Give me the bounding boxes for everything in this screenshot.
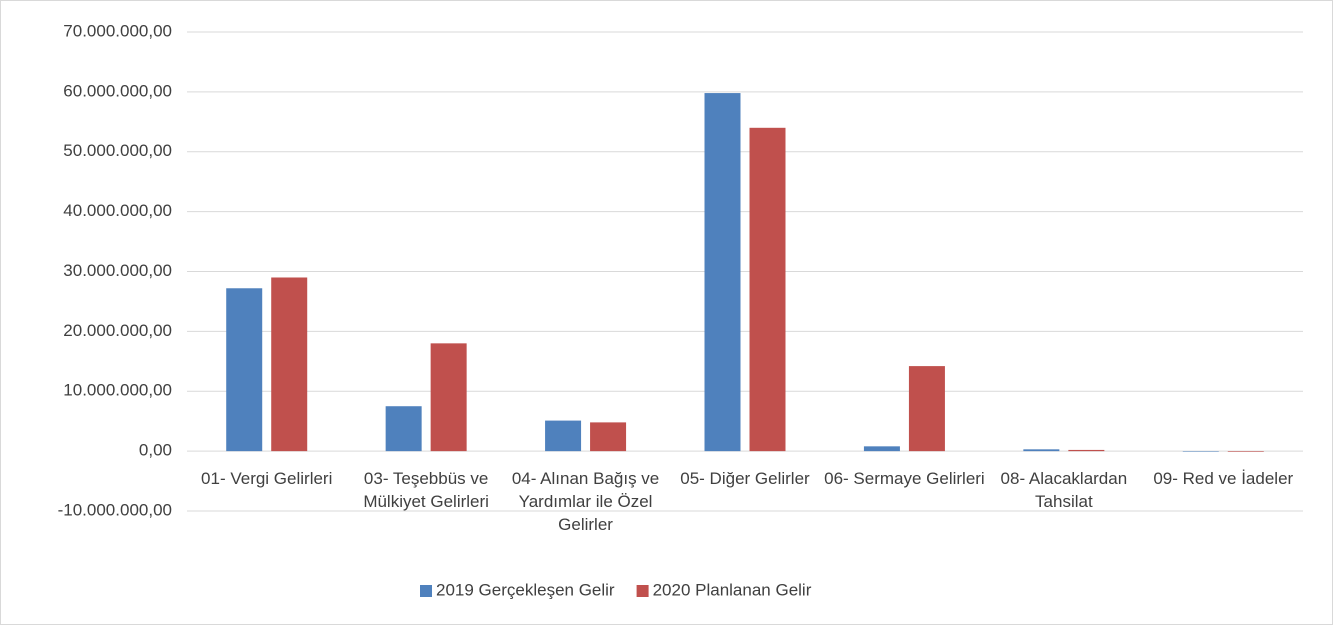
bar [908,366,945,452]
bar [385,406,422,452]
x-tick-label-box: 06- Sermaye Gelirleri [824,469,985,488]
x-tick-label: 05- Diğer Gelirler [680,469,810,488]
y-tick-label: 0,00 [139,441,172,460]
bar [271,277,308,452]
bar [1068,449,1105,452]
bar [545,420,582,452]
x-tick-label: 01- Vergi Gelirleri [201,469,333,488]
y-tick-label: 40.000.000,00 [63,201,172,220]
y-tick-label: 30.000.000,00 [63,261,172,280]
x-tick-label-box: 08- Alacaklardan Tahsilat [1000,469,1128,511]
bar [704,93,741,452]
y-tick-label: 50.000.000,00 [63,141,172,160]
y-tick-label: 60.000.000,00 [63,81,172,100]
bar [590,422,627,452]
x-tick-label: 03- Teşebbüs ve Mülkiyet Gelirleri [363,469,489,511]
legend-swatch [420,585,432,597]
x-tick-label-box: 04- Alınan Bağış ve Yardımlar ile Özel G… [511,469,660,534]
x-tick-label: 09- Red ve İadeler [1153,469,1294,488]
legend-label: 2019 Gerçekleşen Gelir [436,580,615,599]
y-tick-label: 70.000.000,00 [63,21,172,40]
bar [1182,451,1219,452]
bar [863,446,900,452]
bar [1227,451,1264,452]
x-tick-label: 06- Sermaye Gelirleri [824,469,985,488]
y-tick-label: 10.000.000,00 [63,381,172,400]
bar [1023,449,1060,452]
bar [430,343,467,452]
y-tick-label: 20.000.000,00 [63,321,172,340]
x-tick-label: 08- Alacaklardan Tahsilat [1000,469,1128,511]
x-tick-label: 04- Alınan Bağış ve Yardımlar ile Özel G… [511,469,660,534]
x-tick-label-box: 03- Teşebbüs ve Mülkiyet Gelirleri [363,469,489,511]
bar [749,127,786,452]
y-tick-label: -10.000.000,00 [58,500,172,519]
x-tick-label-box: 05- Diğer Gelirler [680,469,810,488]
legend-label: 2020 Planlanan Gelir [653,580,812,599]
x-tick-label-box: 01- Vergi Gelirleri [201,469,333,488]
x-tick-label-box: 09- Red ve İadeler [1153,469,1294,488]
bar [226,288,263,452]
legend-swatch [636,585,649,597]
